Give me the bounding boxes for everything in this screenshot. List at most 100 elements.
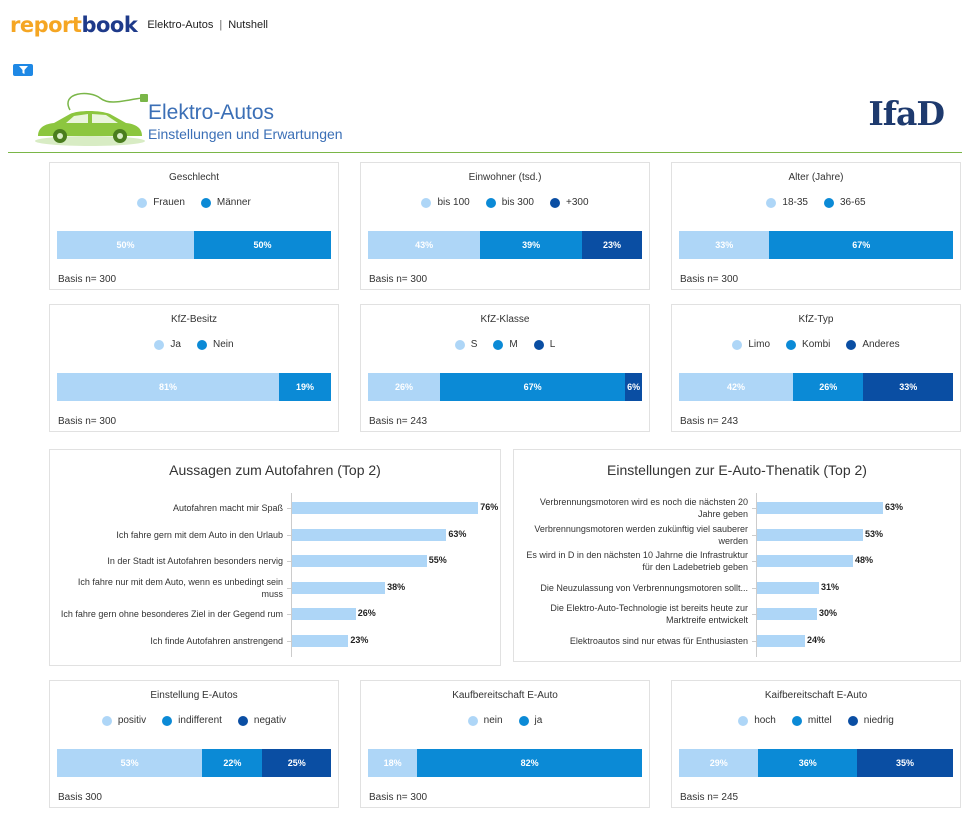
axis-tick (287, 534, 291, 536)
bar-segment[interactable]: 42% (679, 373, 793, 401)
legend-dot (786, 339, 797, 350)
bar-category-label: Autofahren macht mir Spaß (172, 503, 283, 513)
bar-segment[interactable]: 33% (863, 373, 953, 401)
axis-tick (752, 508, 756, 509)
legend-label: mittel (807, 715, 832, 726)
legend-dot (467, 715, 478, 726)
legend: nein ja (361, 715, 649, 726)
bar-category-label: Die Elektro-Auto-Technologie ist bereits… (550, 603, 748, 626)
chart-einstellungen-e-auto: Einstellungen zur E-Auto-Thenatik (Top 2… (513, 449, 961, 662)
legend-item[interactable]: mittel (791, 715, 832, 726)
breadcrumb-item[interactable]: Nutshell (228, 19, 268, 31)
bar-segment[interactable]: 29% (679, 749, 759, 777)
legend-item[interactable]: ja (518, 715, 542, 726)
bar[interactable] (292, 581, 386, 594)
bar-value-label: 63% (885, 502, 904, 512)
breadcrumb-item[interactable]: Elektro-Autos (147, 19, 214, 31)
legend-dot (533, 339, 544, 350)
bar-segment[interactable]: 50% (57, 231, 194, 259)
legend-dot (824, 197, 834, 208)
bar-segment[interactable]: 18% (368, 749, 418, 777)
legend-item[interactable]: bis 300 (485, 197, 534, 208)
bar[interactable] (292, 502, 479, 514)
legend-item[interactable]: Kombi (786, 339, 830, 350)
legend-item[interactable]: Limo (732, 339, 770, 350)
legend-dot (196, 339, 207, 350)
legend-item[interactable]: negativ (237, 715, 286, 726)
bar-category-label: Es wird in D in den nächsten 10 Jahrne d… (526, 550, 748, 573)
legend-dot (137, 197, 148, 208)
legend-label: Männer (216, 197, 251, 208)
legend-label: Kombi (802, 339, 831, 350)
bar-segment[interactable]: 19% (278, 373, 331, 401)
bar[interactable] (292, 635, 349, 647)
filter-button[interactable] (13, 64, 33, 76)
electric-car-icon (35, 92, 148, 146)
bar[interactable] (292, 528, 447, 541)
bar[interactable] (292, 555, 427, 568)
legend-item[interactable]: bis 100 (421, 197, 470, 208)
legend-dot (791, 715, 802, 726)
bar-segment[interactable]: 53% (57, 749, 203, 777)
legend-item[interactable]: positiv (101, 715, 146, 726)
bar-segment[interactable]: 22% (202, 749, 263, 777)
bar-segment[interactable]: 35% (857, 749, 953, 777)
chart-title: Einstellungen zur E-Auto-Thenatik (Top 2… (607, 462, 867, 478)
stacked-bar: 33% 67% (679, 231, 953, 259)
bar-segment[interactable]: 43% (368, 231, 481, 259)
legend-item[interactable]: 36-65 (824, 197, 866, 208)
page-subtitle: Einstellungen und Erwartungen (148, 126, 343, 142)
legend-item[interactable]: L (533, 339, 555, 350)
legend-item[interactable]: indifferent (162, 715, 222, 726)
bar-value-label: 55% (428, 555, 447, 566)
legend-item[interactable]: niedrig (847, 715, 894, 726)
bar-segment[interactable]: 50% (194, 231, 331, 259)
legend-item[interactable]: Ja (154, 339, 181, 350)
bar[interactable] (757, 608, 817, 621)
bar[interactable] (757, 635, 805, 647)
bar-segment[interactable]: 36% (758, 749, 858, 777)
bar-segment[interactable]: 26% (368, 373, 440, 401)
bar-segment[interactable]: 82% (417, 749, 642, 777)
bar-segment[interactable]: 67% (769, 231, 953, 259)
card-kfz-typ: KfZ-Typ Limo Kombi Anderes 42% 26% 33% Basis n=… (671, 304, 961, 432)
legend-item[interactable]: 18-35 (766, 197, 808, 208)
legend-item[interactable]: +300 (549, 197, 589, 208)
report-header: Elektro-Autos Einstellungen und Erwartun… (8, 88, 962, 153)
bar-segment[interactable]: 23% (581, 231, 642, 259)
legend-item[interactable]: hoch (738, 715, 776, 726)
bar[interactable] (757, 528, 863, 541)
bar[interactable] (292, 608, 356, 621)
legend-item[interactable]: Frauen (137, 197, 185, 208)
bar-segment[interactable]: 67% (439, 373, 626, 401)
legend-item[interactable]: Anderes (846, 339, 900, 350)
legend-item[interactable]: Nein (196, 339, 234, 350)
bar-segment[interactable]: 81% (57, 373, 279, 401)
chart-axis (756, 493, 757, 657)
basis-label: Basis n= 243 (369, 416, 428, 427)
bar-segment[interactable]: 39% (480, 231, 582, 259)
axis-tick (287, 614, 291, 616)
legend: hoch mittel niedrig (672, 715, 960, 726)
legend-item[interactable]: Männer (200, 197, 251, 208)
bar[interactable] (757, 555, 853, 568)
legend-dot (454, 339, 465, 350)
card-einwohner: Einwohner (tsd.) bis 100 bis 300 +300 43% 39%… (360, 162, 650, 290)
legend-item[interactable]: S (454, 339, 477, 350)
bar-segment[interactable]: 6% (625, 373, 642, 401)
bar-category-label: Elektroautos sind nur etwas für Enthusia… (569, 636, 748, 646)
card-geschlecht: Geschlecht Frauen Männer 50% 50% Basis n= 300 (49, 162, 339, 290)
bar-segment[interactable]: 33% (679, 231, 770, 259)
bar-category-label: Die Neuzulassung von Verbrennungsmotoren… (540, 582, 748, 593)
bar-value-label: 76% (480, 502, 499, 512)
stacked-bar: 81% 19% (57, 373, 331, 401)
basis-label: Basis n= 300 (369, 274, 428, 285)
legend-dot (549, 197, 560, 208)
bar-segment[interactable]: 25% (262, 749, 331, 777)
bar-segment[interactable]: 26% (792, 373, 864, 401)
legend-item[interactable]: nein (467, 715, 503, 726)
bar[interactable] (757, 502, 883, 514)
bar[interactable] (757, 581, 819, 594)
legend-item[interactable]: M (493, 339, 518, 350)
reportbook-logo[interactable]: reportbook (10, 13, 138, 37)
